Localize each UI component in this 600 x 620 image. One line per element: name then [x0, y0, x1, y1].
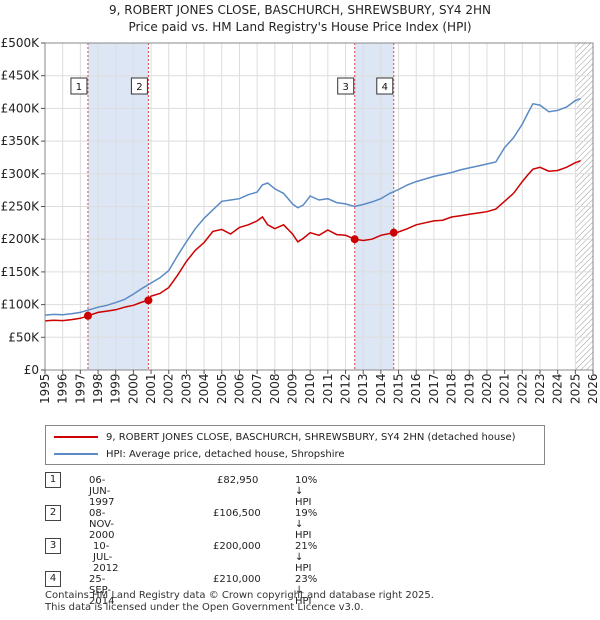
sale-price: £200,000: [213, 541, 261, 552]
chart-marker-label: 1: [76, 82, 82, 93]
y-tick-label: £150K: [1, 265, 41, 279]
sale-date: 06-JUN-1997: [89, 475, 115, 508]
x-tick-label: 2010: [303, 373, 317, 404]
x-tick-label: 2023: [533, 373, 547, 404]
x-tick-label: 2024: [551, 373, 565, 404]
x-tick-label: 2016: [409, 373, 423, 404]
x-tick-label: 2005: [215, 373, 229, 404]
y-tick-label: £350K: [1, 134, 41, 148]
y-tick-label: £500K: [1, 36, 41, 50]
sale-hpi-diff: 19% ↓ HPI: [295, 508, 318, 541]
footer-copyright: Contains HM Land Registry data © Crown c…: [45, 590, 434, 601]
sale-marker-box: 3: [45, 538, 61, 554]
sale-marker-box: 2: [45, 505, 61, 521]
x-tick-label: 2003: [179, 373, 193, 404]
x-tick-label: 2018: [445, 373, 459, 404]
x-tick-label: 2025: [568, 373, 582, 404]
x-tick-label: 2011: [321, 373, 335, 404]
chart-marker-label: 4: [382, 82, 388, 93]
sale-point: [389, 228, 398, 237]
x-tick-label: 1997: [73, 373, 87, 404]
legend-red-line-icon: [54, 436, 98, 438]
chart-marker-label: 2: [136, 82, 142, 93]
hpi-line: [44, 97, 581, 316]
x-tick-label: 2026: [586, 373, 600, 404]
chart-marker: 2: [130, 77, 148, 95]
x-tick-label: 2006: [232, 373, 246, 404]
x-tick-label: 2009: [285, 373, 299, 404]
sale-price: £82,950: [217, 475, 259, 486]
x-tick-label: 2021: [498, 373, 512, 404]
chart-marker-label: 3: [343, 82, 349, 93]
chart-marker: 3: [337, 77, 355, 95]
legend: 9, ROBERT JONES CLOSE, BASCHURCH, SHREWS…: [45, 425, 545, 465]
x-tick-label: 2007: [250, 373, 264, 404]
legend-red-label: 9, ROBERT JONES CLOSE, BASCHURCH, SHREWS…: [106, 431, 516, 443]
legend-blue-line-icon: [54, 453, 98, 455]
sale-hpi-diff: 10% ↓ HPI: [295, 475, 318, 508]
x-tick-label: 2001: [144, 373, 158, 404]
chart-marker-box: [337, 77, 355, 95]
sale-point: [350, 235, 359, 244]
legend-item-price-paid: 9, ROBERT JONES CLOSE, BASCHURCH, SHREWS…: [54, 429, 516, 445]
x-tick-label: 2019: [462, 373, 476, 404]
chart-subtitle: Price paid vs. HM Land Registry's House …: [128, 20, 472, 34]
y-tick-label: £400K: [1, 101, 41, 115]
chart-title: 9, ROBERT JONES CLOSE, BASCHURCH, SHREWS…: [109, 3, 491, 17]
sale-point: [83, 311, 92, 320]
sale-date: 08-NOV-2000: [89, 508, 115, 541]
price-paid-line: [44, 159, 581, 322]
chart-marker-box: [130, 77, 148, 95]
x-tick-label: 1995: [38, 373, 52, 404]
x-tick-label: 2013: [356, 373, 370, 404]
sale-marker-box: 1: [45, 472, 61, 488]
y-tick-label: £0: [24, 363, 39, 377]
x-tick-label: 2020: [480, 373, 494, 404]
x-tick-label: 2000: [126, 373, 140, 404]
y-tick-label: £100K: [1, 298, 41, 312]
x-tick-label: 2022: [515, 373, 529, 404]
chart-marker-box: [70, 77, 88, 95]
chart-marker: 1: [70, 77, 88, 95]
y-tick-label: £200K: [1, 232, 41, 246]
chart-marker: 4: [376, 77, 394, 95]
sale-hpi-diff: 21% ↓ HPI: [295, 541, 318, 574]
x-tick-label: 2008: [268, 373, 282, 404]
sale-marker-box: 4: [45, 571, 61, 587]
footer-license: This data is licensed under the Open Gov…: [45, 602, 364, 613]
x-tick-label: 2002: [162, 373, 176, 404]
legend-item-hpi: HPI: Average price, detached house, Shro…: [54, 446, 345, 462]
sale-point: [144, 296, 153, 305]
y-tick-label: £250K: [1, 200, 41, 214]
y-tick-label: £450K: [1, 69, 41, 83]
sale-date: 25-SEP-2014: [89, 574, 115, 607]
sale-hpi-diff: 23% ↓ HPI: [295, 574, 318, 607]
sale-price: £106,500: [213, 508, 261, 519]
chart-marker-box: [376, 77, 394, 95]
x-tick-label: 2004: [197, 373, 211, 404]
legend-blue-label: HPI: Average price, detached house, Shro…: [106, 448, 345, 460]
x-tick-label: 1996: [56, 373, 70, 404]
x-tick-label: 2012: [339, 373, 353, 404]
sale-date: 10-JUL-2012: [93, 541, 119, 574]
x-tick-label: 2017: [427, 373, 441, 404]
y-tick-label: £300K: [1, 167, 41, 181]
x-tick-label: 1999: [109, 373, 123, 404]
x-tick-label: 2015: [392, 373, 406, 404]
y-tick-label: £50K: [8, 330, 40, 344]
x-tick-label: 2014: [374, 373, 388, 404]
price-chart: 1 2 3 4 £0 £50K £100K £150K £200K £250K £300K £350…: [1, 36, 600, 404]
x-tick-label: 1998: [91, 373, 105, 404]
sale-price: £210,000: [213, 574, 261, 585]
